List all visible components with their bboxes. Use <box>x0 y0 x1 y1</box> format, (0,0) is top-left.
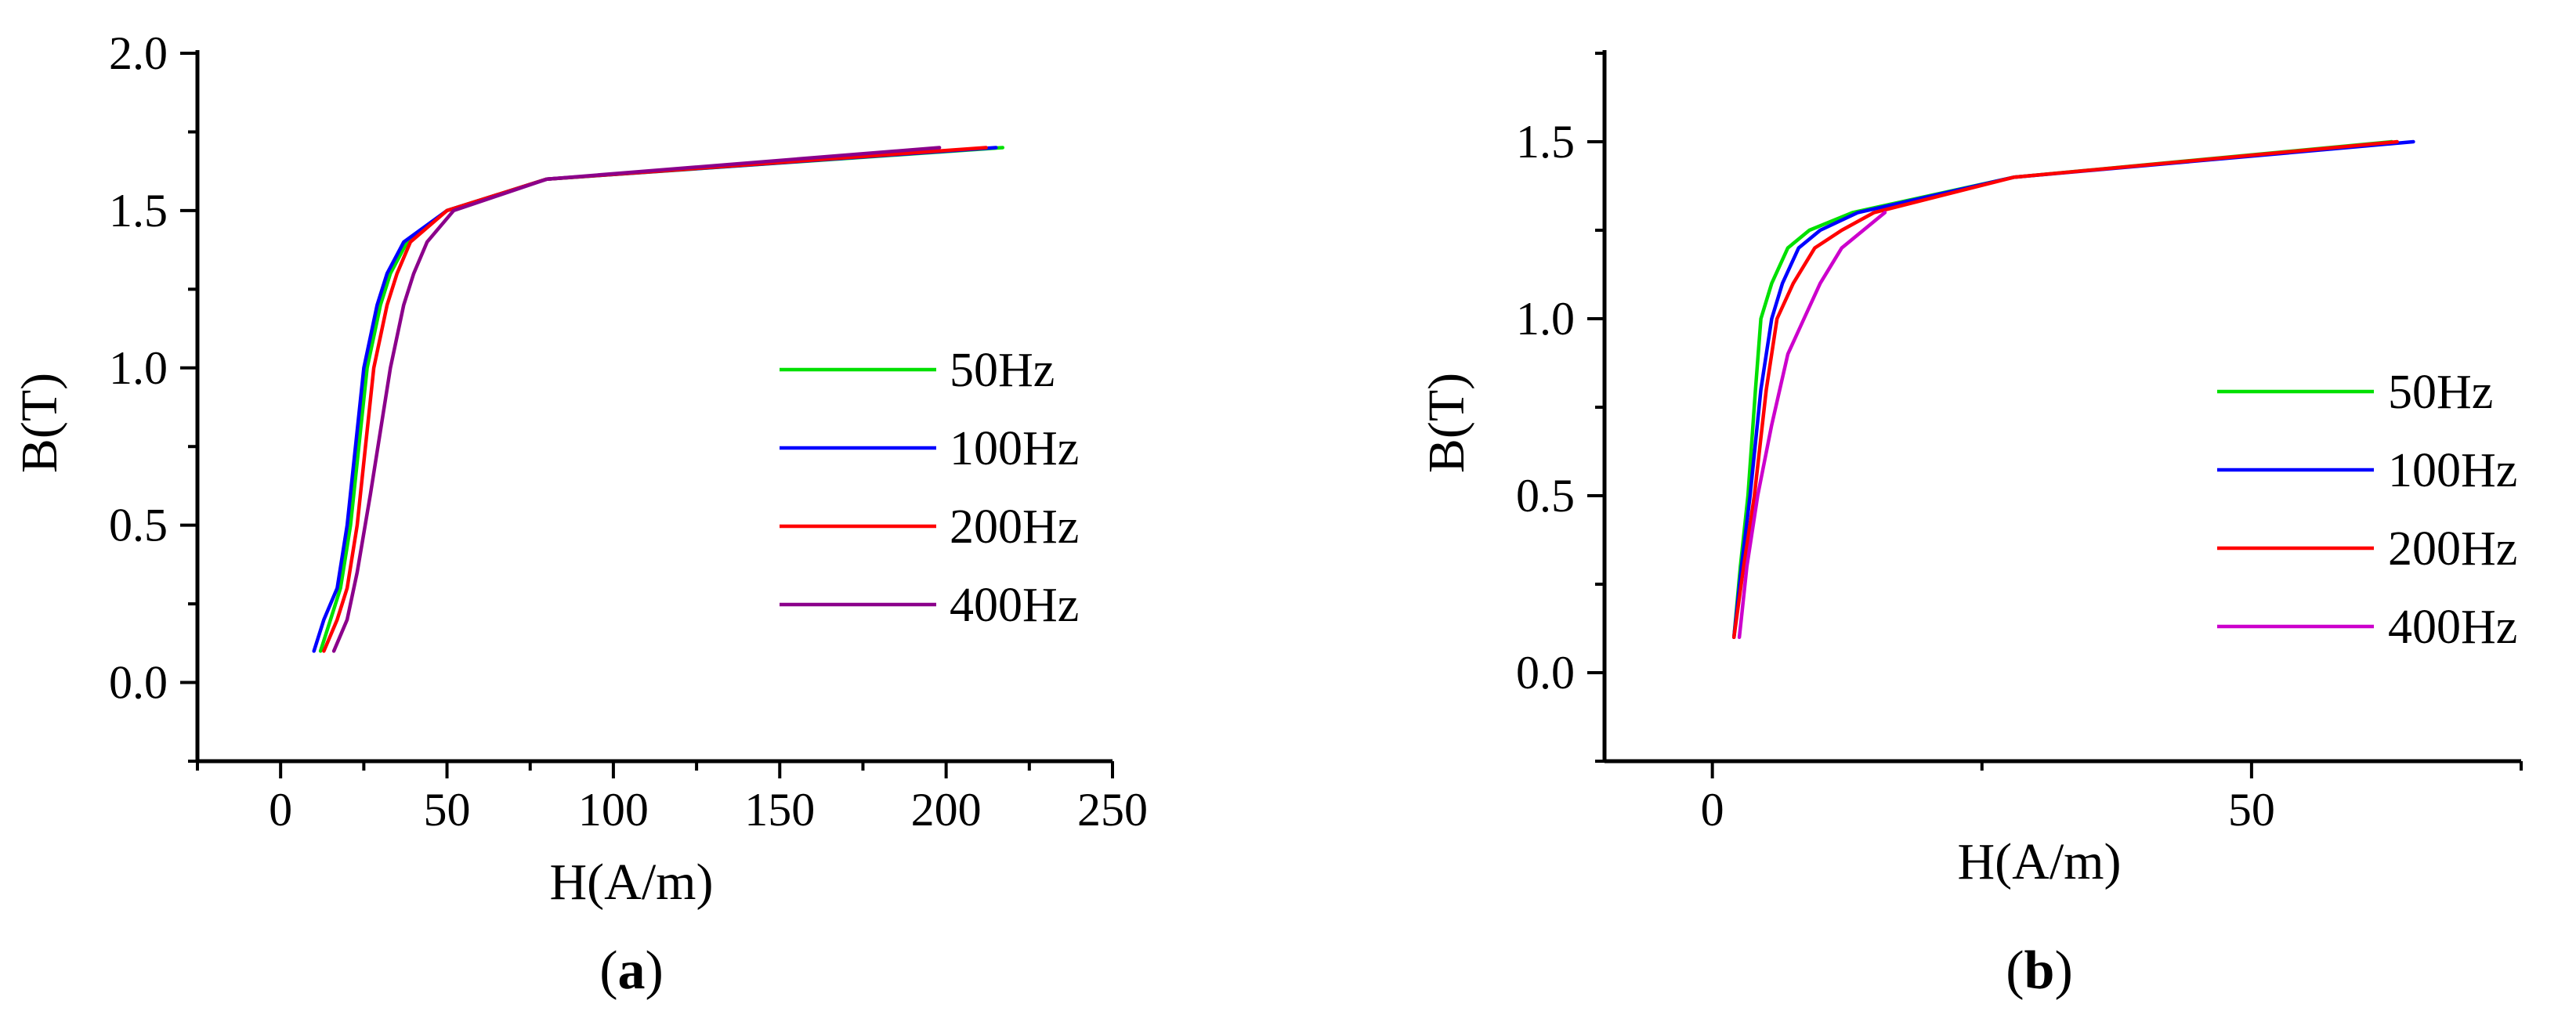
x-axis-title: H(A/m) <box>1958 833 2122 890</box>
legend-label: 50Hz <box>2388 366 2493 419</box>
panel-a-chart: 0 50 100 150 200 250 0.0 0.5 1.0 1.5 2.0 H(A/m) B(T)… <box>11 27 1148 1001</box>
series-line-100Hz <box>312 146 998 653</box>
x-tick-label: 150 <box>744 784 815 836</box>
series-line-200Hz <box>1731 139 2399 640</box>
series-line-50Hz <box>318 146 1005 653</box>
panel-label: (b) <box>2006 941 2073 1001</box>
panel-letter: b <box>2024 941 2055 1001</box>
x-tick-label: 200 <box>911 784 982 836</box>
y-tick-label: 1.0 <box>109 342 168 394</box>
x-tick-label: 50 <box>424 784 471 836</box>
legend-label: 400Hz <box>2388 601 2517 654</box>
legend-label: 100Hz <box>950 422 1079 475</box>
series-line-100Hz <box>1731 139 2415 640</box>
legend-label: 200Hz <box>950 500 1079 554</box>
y-tick-label: 1.5 <box>1516 116 1575 168</box>
y-tick-label: 2.0 <box>109 27 168 79</box>
x-tick-label: 0 <box>269 784 292 836</box>
x-tick-label: 100 <box>578 784 649 836</box>
panel-letter: a <box>618 941 646 1001</box>
y-tick-label: 0.5 <box>1516 470 1575 522</box>
legend-label: 50Hz <box>950 344 1055 397</box>
y-tick-label: 1.0 <box>1516 293 1575 345</box>
y-tick-label: 0.5 <box>109 500 168 551</box>
y-tick-label: 0.0 <box>1516 647 1575 699</box>
y-tick-label: 1.5 <box>109 185 168 236</box>
series-line-400Hz <box>1737 211 1887 640</box>
x-tick-label: 250 <box>1077 784 1148 836</box>
series-line-200Hz <box>322 146 988 653</box>
legend-label: 200Hz <box>2388 522 2517 576</box>
x-tick-label: 0 <box>1701 784 1724 836</box>
y-axis-title: B(T) <box>1418 373 1475 473</box>
legend-label: 400Hz <box>950 579 1079 632</box>
y-axis-title: B(T) <box>11 373 68 473</box>
x-tick-label: 50 <box>2228 784 2275 836</box>
y-tick-label: 0.0 <box>109 657 168 709</box>
panel-label: (a) <box>599 941 664 1001</box>
series-line-50Hz <box>1731 139 2394 640</box>
panel-b-chart: 0 50 0.0 0.5 1.0 1.5 H(A/m) B(T) 50Hz 100Hz 200Hz 4… <box>1418 50 2523 1001</box>
series-line-400Hz <box>331 146 942 653</box>
x-axis-title: H(A/m) <box>550 854 714 911</box>
legend-label: 100Hz <box>2388 444 2517 497</box>
